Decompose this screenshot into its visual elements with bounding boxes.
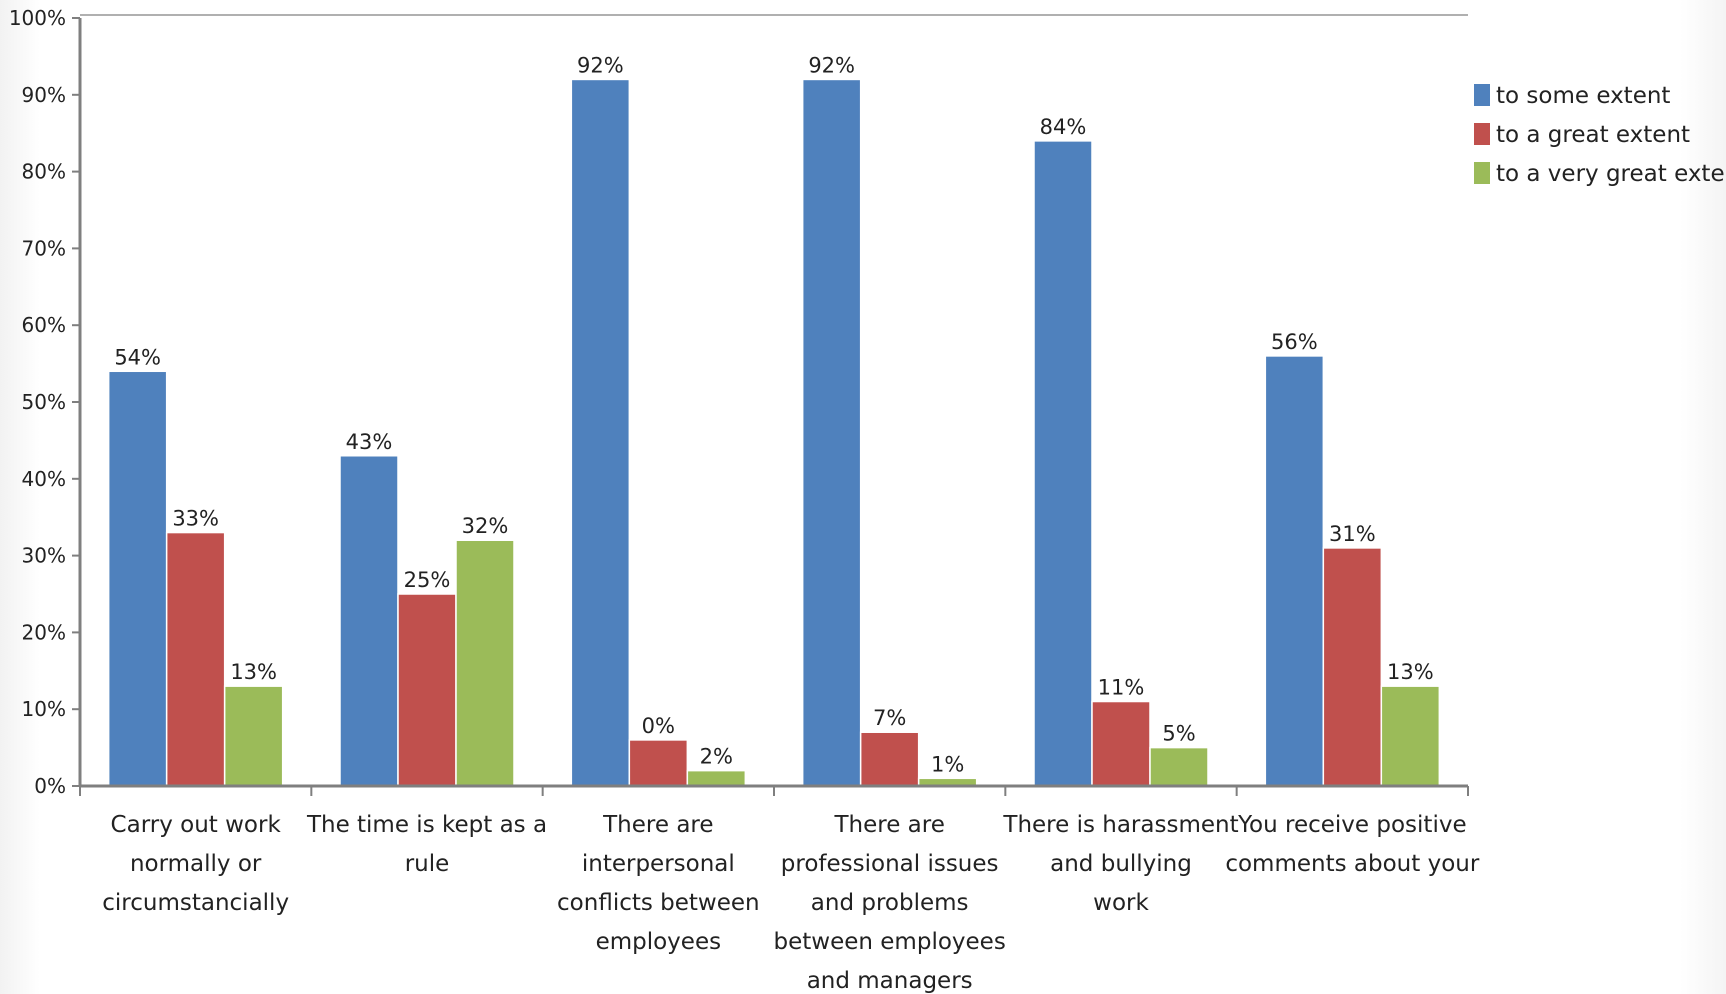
y-tick-label: 90% <box>22 83 66 107</box>
y-tick-label: 80% <box>22 160 66 184</box>
bar-to-some-extent <box>570 78 631 787</box>
data-label: 43% <box>346 430 393 454</box>
data-label: 7% <box>873 706 906 730</box>
y-tick-label: 0% <box>34 774 66 798</box>
bar-to-some-extent <box>107 370 168 787</box>
bar-to-some-extent <box>1033 140 1093 787</box>
data-label: 92% <box>808 53 855 77</box>
x-category-label: There are professional issues and problems… <box>774 812 1006 994</box>
bar-to-some-extent <box>339 455 399 787</box>
bar-to-a-great-extent <box>165 531 226 787</box>
x-category-label-line: The time is kept as a <box>306 812 547 838</box>
y-tick-label: 70% <box>22 236 66 260</box>
x-category-label: The time is kept as a rule <box>306 812 547 877</box>
x-categories: Carry out work normally or circumstanciall… <box>79 786 1480 994</box>
data-label: 11% <box>1098 676 1145 700</box>
data-label: 5% <box>1162 722 1195 746</box>
legend-swatch <box>1474 84 1490 106</box>
x-category-label-line: employees <box>596 929 722 955</box>
legend-label: to a very great extent <box>1496 161 1726 187</box>
y-tick-label: 30% <box>22 544 66 568</box>
data-label: 32% <box>462 514 509 538</box>
legend: to some extent to a great extent to a very… <box>1474 83 1726 187</box>
x-category-label-line: interpersonal <box>582 851 735 877</box>
x-category-label-line: comments about your <box>1225 851 1479 877</box>
data-label: 2% <box>700 745 733 769</box>
bar-to-a-very-great-extent <box>223 685 284 787</box>
y-tick-label: 60% <box>22 313 66 337</box>
legend-label: to a great extent <box>1496 122 1690 148</box>
bar-to-some-extent <box>801 78 862 787</box>
x-category-label: There is harassment and bullying work <box>1002 812 1238 916</box>
data-label: 31% <box>1329 522 1376 546</box>
bar-to-a-very-great-extent <box>1149 746 1209 787</box>
x-category-label-line: There is harassment <box>1002 812 1238 838</box>
data-label: 13% <box>1387 660 1434 684</box>
x-category-label-line: professional issues <box>781 851 999 877</box>
y-tick-label: 50% <box>22 390 66 414</box>
bar-to-some-extent <box>1264 355 1325 787</box>
y-tick-label: 40% <box>22 467 66 491</box>
x-category-label-line: and problems <box>811 890 969 916</box>
x-category-label-line: You receive positive <box>1237 812 1467 838</box>
x-category-label-line: There are <box>833 812 944 838</box>
y-tick-label: 10% <box>22 697 66 721</box>
bar-to-a-great-extent <box>628 739 689 787</box>
data-label: 25% <box>404 568 451 592</box>
data-label: 0% <box>642 714 675 738</box>
x-category-label-line: normally or <box>130 851 262 877</box>
x-category-label: Carry out work normally or circumstanciall… <box>102 812 289 916</box>
data-labels: 54% 43% 92% 92% 84% 56% 33% 25% 0% 7% 11% 31% 13% 32%… <box>114 53 1433 776</box>
x-category-label: You receive positive comments about your <box>1225 812 1479 877</box>
legend-swatch <box>1474 123 1490 145</box>
x-category-label-line: rule <box>405 851 450 877</box>
data-label: 1% <box>931 752 964 776</box>
x-category-label-line: conflicts between <box>557 890 760 916</box>
data-label: 13% <box>230 660 277 684</box>
x-category-label: There are interpersonal conflicts between e… <box>557 812 760 955</box>
x-category-label-line: Carry out work <box>111 812 282 838</box>
bar-to-a-very-great-extent <box>686 769 747 787</box>
legend-swatch <box>1474 162 1490 184</box>
x-category-label-line: work <box>1093 890 1149 916</box>
data-label: 54% <box>114 345 161 369</box>
bar-to-a-great-extent <box>1091 700 1151 787</box>
legend-label: to some extent <box>1496 83 1670 109</box>
y-tick-label: 20% <box>22 620 66 644</box>
x-category-label-line: between employees <box>774 929 1006 955</box>
x-category-label-line: and bullying <box>1050 851 1192 877</box>
bar-to-a-great-extent <box>1322 547 1383 787</box>
y-tick-label: 100% <box>9 6 66 30</box>
x-category-label-line: circumstancially <box>102 890 289 916</box>
bar-to-a-great-extent <box>859 731 920 787</box>
bar-to-a-great-extent <box>397 593 457 787</box>
bars-layer <box>107 78 1441 787</box>
data-label: 56% <box>1271 330 1318 354</box>
bar-to-a-very-great-extent <box>1380 685 1441 787</box>
y-ticks: 0% 10% 20% 30% 40% 50% 60% 70% 80% 90% 100% <box>9 6 80 798</box>
data-label: 33% <box>172 507 219 531</box>
x-category-label-line: There are <box>602 812 713 838</box>
axes-layer <box>78 14 1468 788</box>
data-label: 84% <box>1040 115 1087 139</box>
x-category-label-line: and managers <box>807 968 973 994</box>
data-label: 92% <box>577 53 624 77</box>
bar-to-a-very-great-extent <box>455 539 515 787</box>
